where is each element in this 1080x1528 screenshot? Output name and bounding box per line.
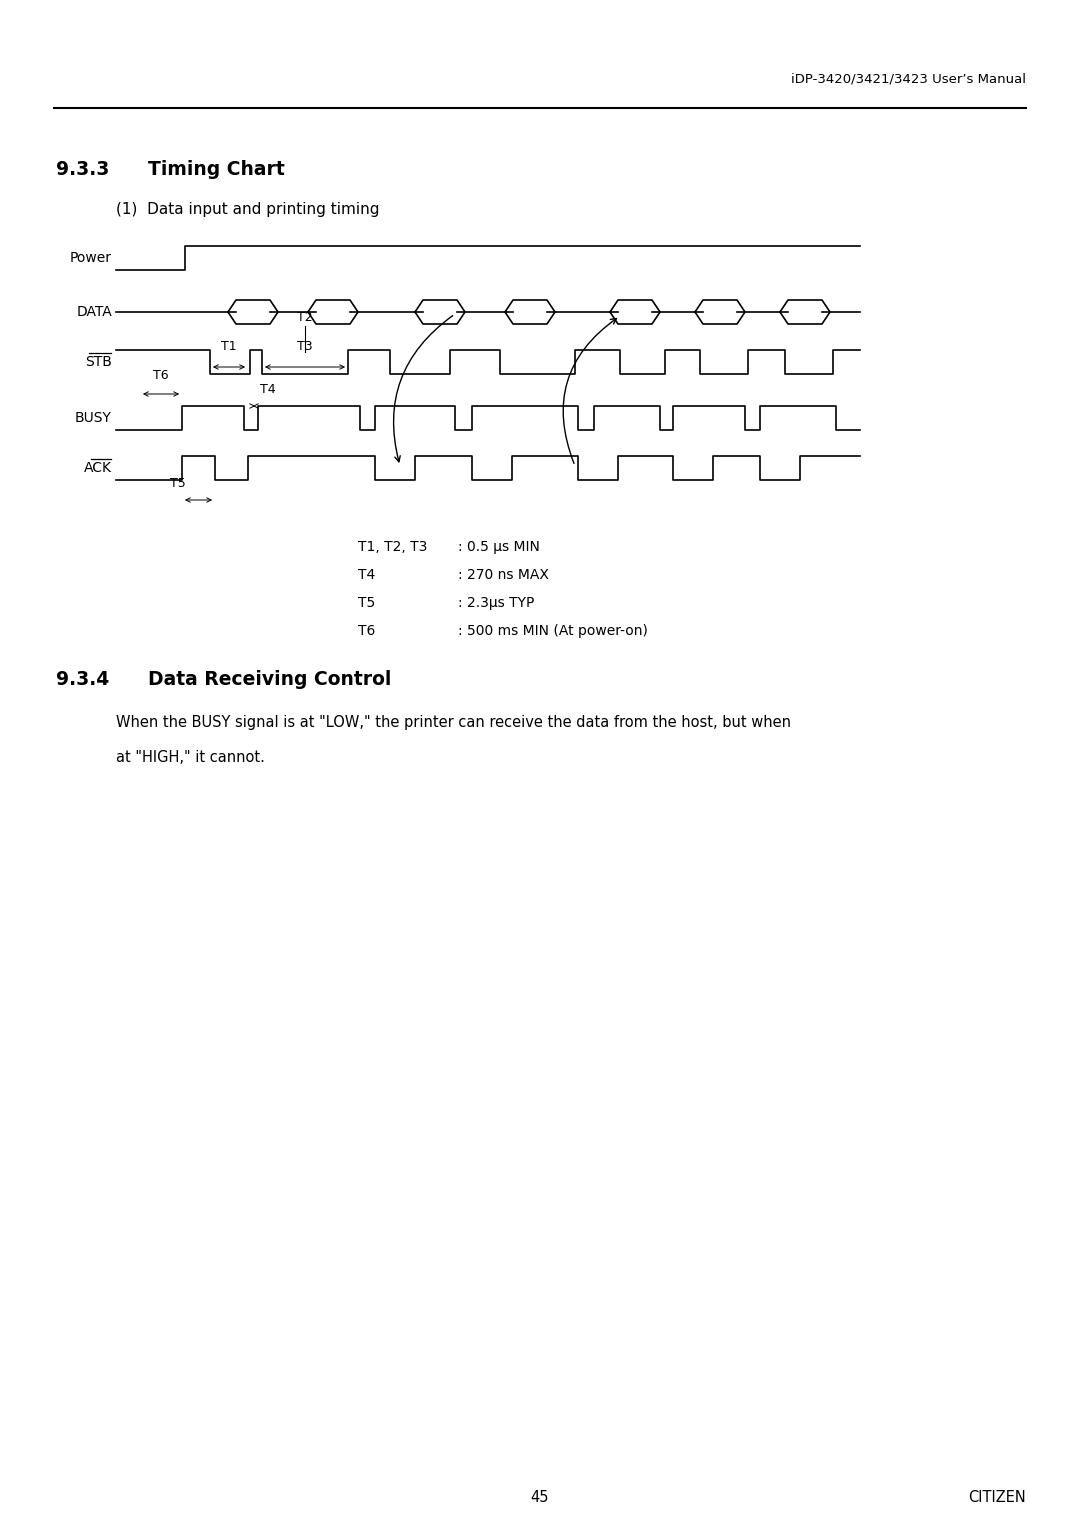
Text: T2: T2 xyxy=(297,312,313,324)
Text: : 0.5 μs MIN: : 0.5 μs MIN xyxy=(458,539,540,555)
Text: T6: T6 xyxy=(357,623,376,639)
Text: Power: Power xyxy=(70,251,112,264)
Text: T4: T4 xyxy=(357,568,375,582)
Text: CITIZEN: CITIZEN xyxy=(969,1490,1026,1505)
Text: T1, T2, T3: T1, T2, T3 xyxy=(357,539,428,555)
Text: T6: T6 xyxy=(153,368,168,382)
Text: at "HIGH," it cannot.: at "HIGH," it cannot. xyxy=(116,750,265,766)
Text: When the BUSY signal is at "LOW," the printer can receive the data from the host: When the BUSY signal is at "LOW," the pr… xyxy=(116,715,791,730)
Text: : 500 ms MIN (At power-on): : 500 ms MIN (At power-on) xyxy=(458,623,648,639)
Text: DATA: DATA xyxy=(77,306,112,319)
Text: Timing Chart: Timing Chart xyxy=(148,160,285,179)
Text: BUSY: BUSY xyxy=(76,411,112,425)
Text: iDP-3420/3421/3423 User’s Manual: iDP-3420/3421/3423 User’s Manual xyxy=(791,72,1026,86)
Text: T3: T3 xyxy=(297,341,313,353)
Text: Data Receiving Control: Data Receiving Control xyxy=(148,669,391,689)
Text: T4: T4 xyxy=(260,384,275,396)
Text: STB: STB xyxy=(85,354,112,368)
Text: 9.3.4: 9.3.4 xyxy=(56,669,109,689)
Text: ACK: ACK xyxy=(84,461,112,475)
Text: 45: 45 xyxy=(530,1490,550,1505)
Text: T1: T1 xyxy=(221,341,237,353)
Text: 9.3.3: 9.3.3 xyxy=(56,160,109,179)
Text: T5: T5 xyxy=(357,596,375,610)
Text: (1)  Data input and printing timing: (1) Data input and printing timing xyxy=(116,202,379,217)
FancyArrowPatch shape xyxy=(393,316,453,461)
FancyArrowPatch shape xyxy=(563,318,617,463)
Text: : 2.3μs TYP: : 2.3μs TYP xyxy=(458,596,535,610)
Text: T5: T5 xyxy=(170,477,186,490)
Text: : 270 ns MAX: : 270 ns MAX xyxy=(458,568,549,582)
